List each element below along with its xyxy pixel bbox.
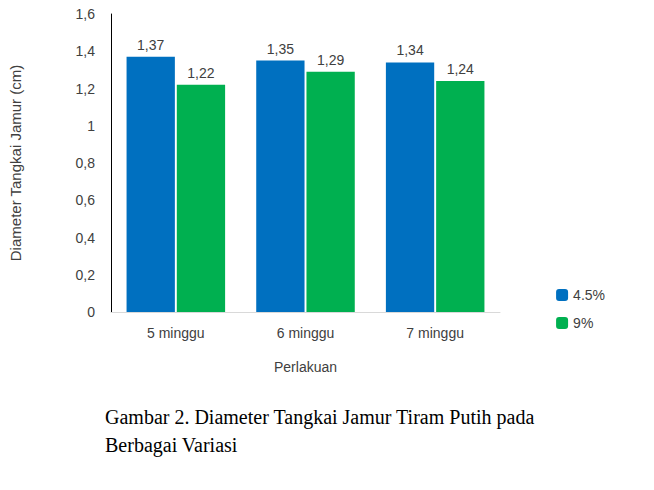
svg-text:1,24: 1,24	[447, 61, 474, 77]
svg-text:0: 0	[87, 304, 95, 320]
svg-text:1,34: 1,34	[396, 42, 423, 58]
svg-text:6 minggu: 6 minggu	[277, 325, 335, 341]
svg-text:1,35: 1,35	[267, 41, 294, 57]
svg-text:0,2: 0,2	[76, 267, 96, 283]
svg-text:0,4: 0,4	[76, 230, 96, 246]
svg-text:1,6: 1,6	[76, 6, 96, 22]
svg-text:Diameter Tangkai Jamur (cm): Diameter Tangkai Jamur (cm)	[7, 65, 24, 261]
svg-text:Gambar 2. Diameter Tangkai Jam: Gambar 2. Diameter Tangkai Jamur Tiram P…	[105, 406, 539, 429]
svg-text:1: 1	[87, 118, 95, 134]
svg-text:1,29: 1,29	[317, 52, 344, 68]
svg-text:0,8: 0,8	[76, 155, 96, 171]
svg-text:1,37: 1,37	[137, 37, 164, 53]
svg-text:5 minggu: 5 minggu	[147, 325, 205, 341]
svg-text:1,4: 1,4	[76, 43, 96, 59]
svg-text:Berbagai Variasi: Berbagai Variasi	[105, 434, 238, 457]
svg-text:4.5%: 4.5%	[573, 287, 605, 303]
svg-text:7 minggu: 7 minggu	[406, 325, 464, 341]
svg-text:1,2: 1,2	[76, 81, 96, 97]
svg-text:1,22: 1,22	[187, 65, 214, 81]
svg-text:9%: 9%	[573, 315, 593, 331]
svg-text:0,6: 0,6	[76, 192, 96, 208]
svg-text:Perlakuan: Perlakuan	[274, 359, 337, 375]
